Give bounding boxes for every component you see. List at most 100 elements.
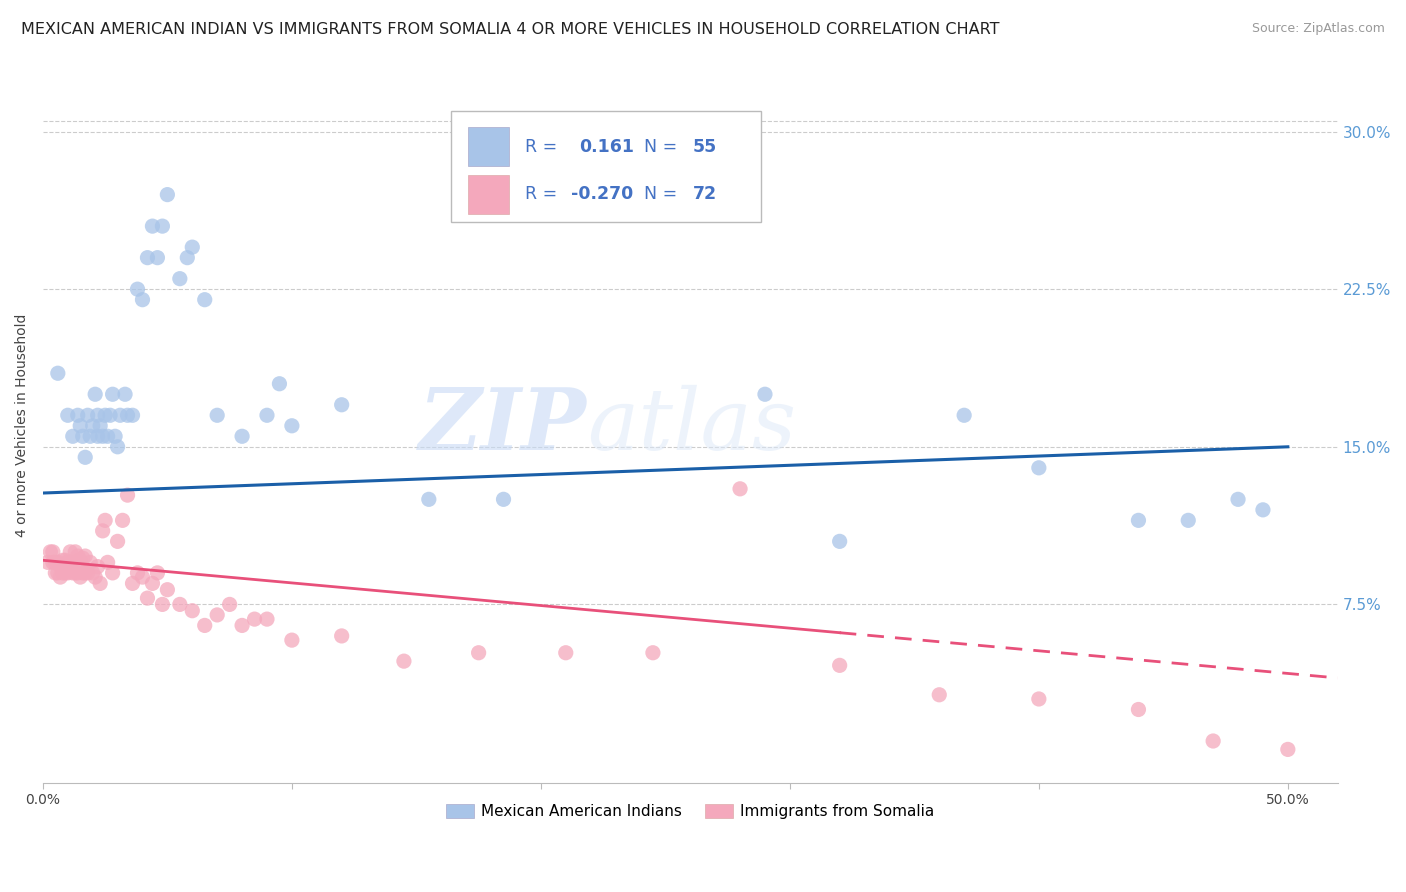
Point (75, 549, 97, 563)
Point (1128, 513, 1150, 527)
Point (169, 271, 191, 285)
Point (1128, 702, 1150, 716)
Point (82, 566, 104, 580)
FancyBboxPatch shape (468, 128, 509, 167)
Point (56, 566, 79, 580)
FancyBboxPatch shape (468, 175, 509, 214)
Point (114, 387, 136, 401)
Text: Source: ZipAtlas.com: Source: ZipAtlas.com (1251, 22, 1385, 36)
Point (86, 559, 108, 574)
Point (127, 282, 149, 296)
Point (194, 618, 217, 632)
Point (104, 429, 127, 443)
Point (37, 555, 59, 569)
Point (269, 376, 291, 391)
Point (69, 418, 91, 433)
Point (79, 429, 101, 443)
Text: ZIP: ZIP (419, 384, 586, 467)
Point (131, 293, 153, 307)
Point (1177, 513, 1199, 527)
Point (127, 566, 149, 580)
Point (641, 646, 664, 660)
Point (53, 566, 76, 580)
Legend: Mexican American Indians, Immigrants from Somalia: Mexican American Indians, Immigrants fro… (440, 798, 941, 825)
Point (42, 555, 65, 569)
Point (111, 513, 134, 527)
Point (1227, 492, 1250, 507)
Point (281, 418, 304, 433)
Point (121, 409, 143, 423)
Point (59, 555, 82, 569)
Point (176, 251, 198, 265)
Point (1028, 692, 1050, 706)
Point (330, 629, 353, 643)
Point (86, 409, 108, 423)
Point (84, 387, 107, 401)
Text: N =: N = (644, 186, 676, 203)
Point (928, 688, 950, 702)
Point (141, 219, 163, 234)
Point (1202, 734, 1225, 748)
Point (554, 646, 576, 660)
Point (156, 582, 179, 597)
Point (76, 409, 98, 423)
Point (152, 598, 174, 612)
Point (49, 570, 72, 584)
Point (52, 553, 75, 567)
Point (91, 524, 114, 538)
FancyBboxPatch shape (451, 112, 762, 222)
Point (56, 555, 79, 569)
Point (62, 555, 84, 569)
Point (152, 219, 174, 234)
Point (243, 40, 266, 54)
Point (146, 251, 169, 265)
Point (392, 654, 415, 668)
Point (330, 398, 353, 412)
Point (65, 566, 87, 580)
Point (65, 545, 87, 559)
Point (94, 409, 117, 423)
Point (91, 429, 114, 443)
Y-axis label: 4 or more Vehicles in Household: 4 or more Vehicles in Household (15, 314, 30, 538)
Point (754, 387, 776, 401)
Point (136, 591, 159, 606)
Text: 72: 72 (693, 186, 717, 203)
Point (86, 429, 108, 443)
Point (101, 387, 124, 401)
Point (108, 409, 131, 423)
Point (194, 293, 217, 307)
Point (231, 429, 253, 443)
Point (84, 570, 107, 584)
Point (156, 187, 179, 202)
Point (181, 604, 204, 618)
Point (281, 633, 304, 648)
Point (46, 555, 69, 569)
Point (205, 607, 228, 622)
Text: R =: R = (524, 186, 557, 203)
Point (256, 409, 278, 423)
Point (243, 612, 266, 626)
Point (44, 566, 66, 580)
Text: 55: 55 (693, 138, 717, 156)
Point (66, 409, 89, 423)
Point (107, 534, 129, 549)
Point (117, 409, 139, 423)
Point (121, 576, 143, 591)
Point (69, 553, 91, 567)
Point (72, 429, 94, 443)
Point (82, 418, 104, 433)
Point (146, 566, 169, 580)
Point (205, 409, 228, 423)
Point (53, 553, 76, 567)
Point (107, 440, 129, 454)
Point (117, 488, 139, 502)
Point (654, 198, 676, 212)
Point (97, 555, 120, 569)
Point (1277, 742, 1299, 756)
Point (828, 534, 851, 549)
Point (231, 618, 253, 632)
Point (131, 570, 153, 584)
Point (42, 545, 65, 559)
Point (554, 187, 576, 202)
Point (98, 409, 121, 423)
